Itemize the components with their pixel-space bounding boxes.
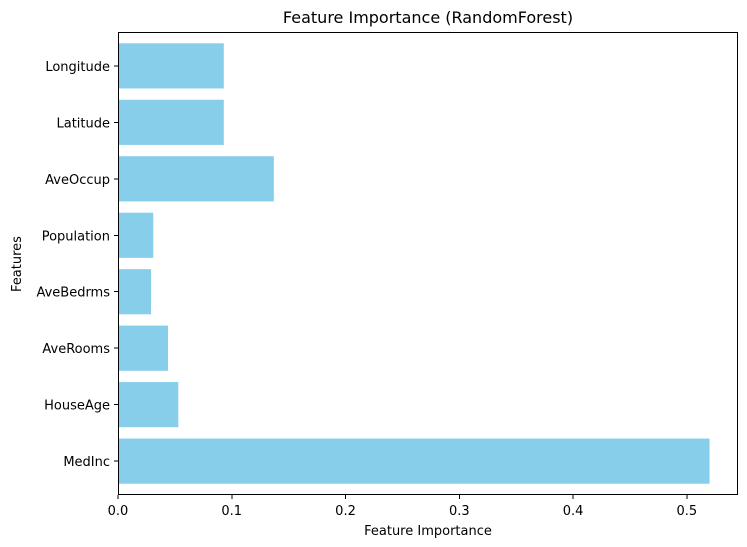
y-tick-label: Longitude [45,60,110,75]
y-tick-label: AveRooms [42,342,110,357]
y-tick-label: AveBedrms [36,286,110,301]
bar-population [118,212,154,258]
bar-medinc [118,438,710,484]
bar-longitude [118,43,224,89]
y-tick-label: MedInc [63,455,110,470]
ticks-layer: MedInc HouseAge AveRooms AveBedrms Populatio… [36,60,697,519]
bar-averooms [118,325,169,371]
x-axis-label: Feature Importance [364,524,492,539]
bar-latitude [118,99,224,145]
y-tick-label: AveOccup [45,173,110,188]
bar-houseage [118,382,179,428]
y-axis-label: Features [10,236,25,292]
x-tick-label: 0.5 [676,504,697,519]
x-tick-label: 0.1 [221,504,242,519]
plot-frame [118,32,738,495]
x-tick-label: 0.4 [563,504,584,519]
x-tick-label: 0.2 [335,504,356,519]
bar-avebedrms [118,269,151,315]
y-tick-label: Latitude [56,116,110,131]
y-tick-label: HouseAge [44,399,110,414]
bar-aveoccup [118,156,274,202]
chart-title: Feature Importance (RandomForest) [283,8,573,27]
x-tick-label: 0.3 [449,504,470,519]
bars-layer [118,43,710,484]
x-tick-label: 0.0 [108,504,129,519]
y-tick-label: Population [42,229,110,244]
